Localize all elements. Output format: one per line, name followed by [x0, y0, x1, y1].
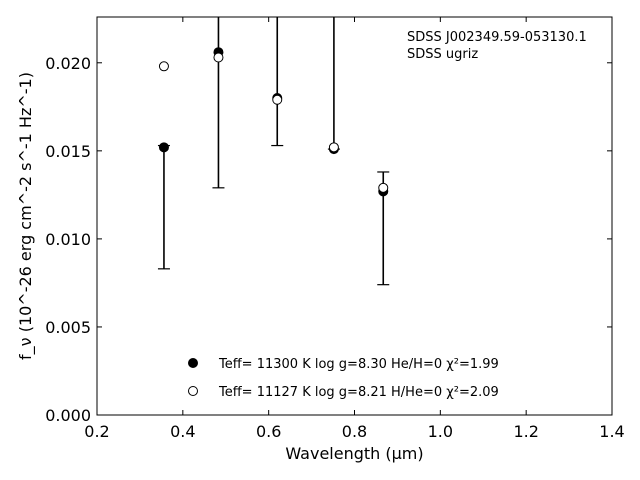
- point-open: [158, 61, 169, 72]
- x-axis-ticks: 0.2 0.4 0.6 0.8 1.0 1.2 1.4: [84, 17, 625, 441]
- point-open: [328, 142, 339, 153]
- x-axis-label: Wavelength (μm): [285, 444, 423, 463]
- y-tick-label: 0.000: [45, 406, 91, 425]
- point-open: [213, 52, 224, 63]
- data-points: [158, 47, 389, 197]
- y-axis-label: f_ν (10^-26 erg cm^-2 s^-1 Hz^-1): [16, 72, 36, 360]
- y-tick-label: 0.020: [45, 54, 91, 73]
- x-tick-label: 0.6: [256, 422, 281, 441]
- x-tick-label: 1.2: [513, 422, 538, 441]
- plot-frame: [96, 16, 613, 416]
- x-tick-label: 1.4: [599, 422, 624, 441]
- point-open: [272, 94, 283, 105]
- legend-marker-filled: [188, 358, 198, 368]
- annotation: SDSS J002349.59-053130.1 SDSS ugriz: [407, 30, 587, 62]
- y-tick-label: 0.015: [45, 142, 91, 161]
- x-tick-label: 0.8: [342, 422, 367, 441]
- x-tick-label: 0.4: [170, 422, 195, 441]
- point-filled: [158, 142, 169, 153]
- error-bars: [157, 17, 390, 286]
- y-tick-label: 0.005: [45, 318, 91, 337]
- legend: Teff= 11300 K log g=8.30 He/H=0 χ²=1.99 …: [188, 357, 499, 400]
- y-axis-ticks: 0.000 0.005 0.010 0.015 0.020: [45, 54, 612, 425]
- point-open: [378, 182, 389, 193]
- error-bar: [212, 17, 225, 189]
- legend-label-2: Teff= 11127 K log g=8.21 H/He=0 χ²=2.09: [218, 385, 499, 400]
- x-tick-label: 0.2: [84, 422, 109, 441]
- annotation-line-1: SDSS J002349.59-053130.1: [407, 30, 587, 45]
- x-tick-label: 1.0: [428, 422, 453, 441]
- legend-label-1: Teff= 11300 K log g=8.30 He/H=0 χ²=1.99: [218, 357, 499, 372]
- error-bar: [157, 144, 170, 270]
- error-bar: [327, 17, 340, 150]
- annotation-line-2: SDSS ugriz: [407, 47, 478, 62]
- y-tick-label: 0.010: [45, 230, 91, 249]
- legend-marker-open: [188, 386, 198, 396]
- error-bar: [271, 17, 284, 147]
